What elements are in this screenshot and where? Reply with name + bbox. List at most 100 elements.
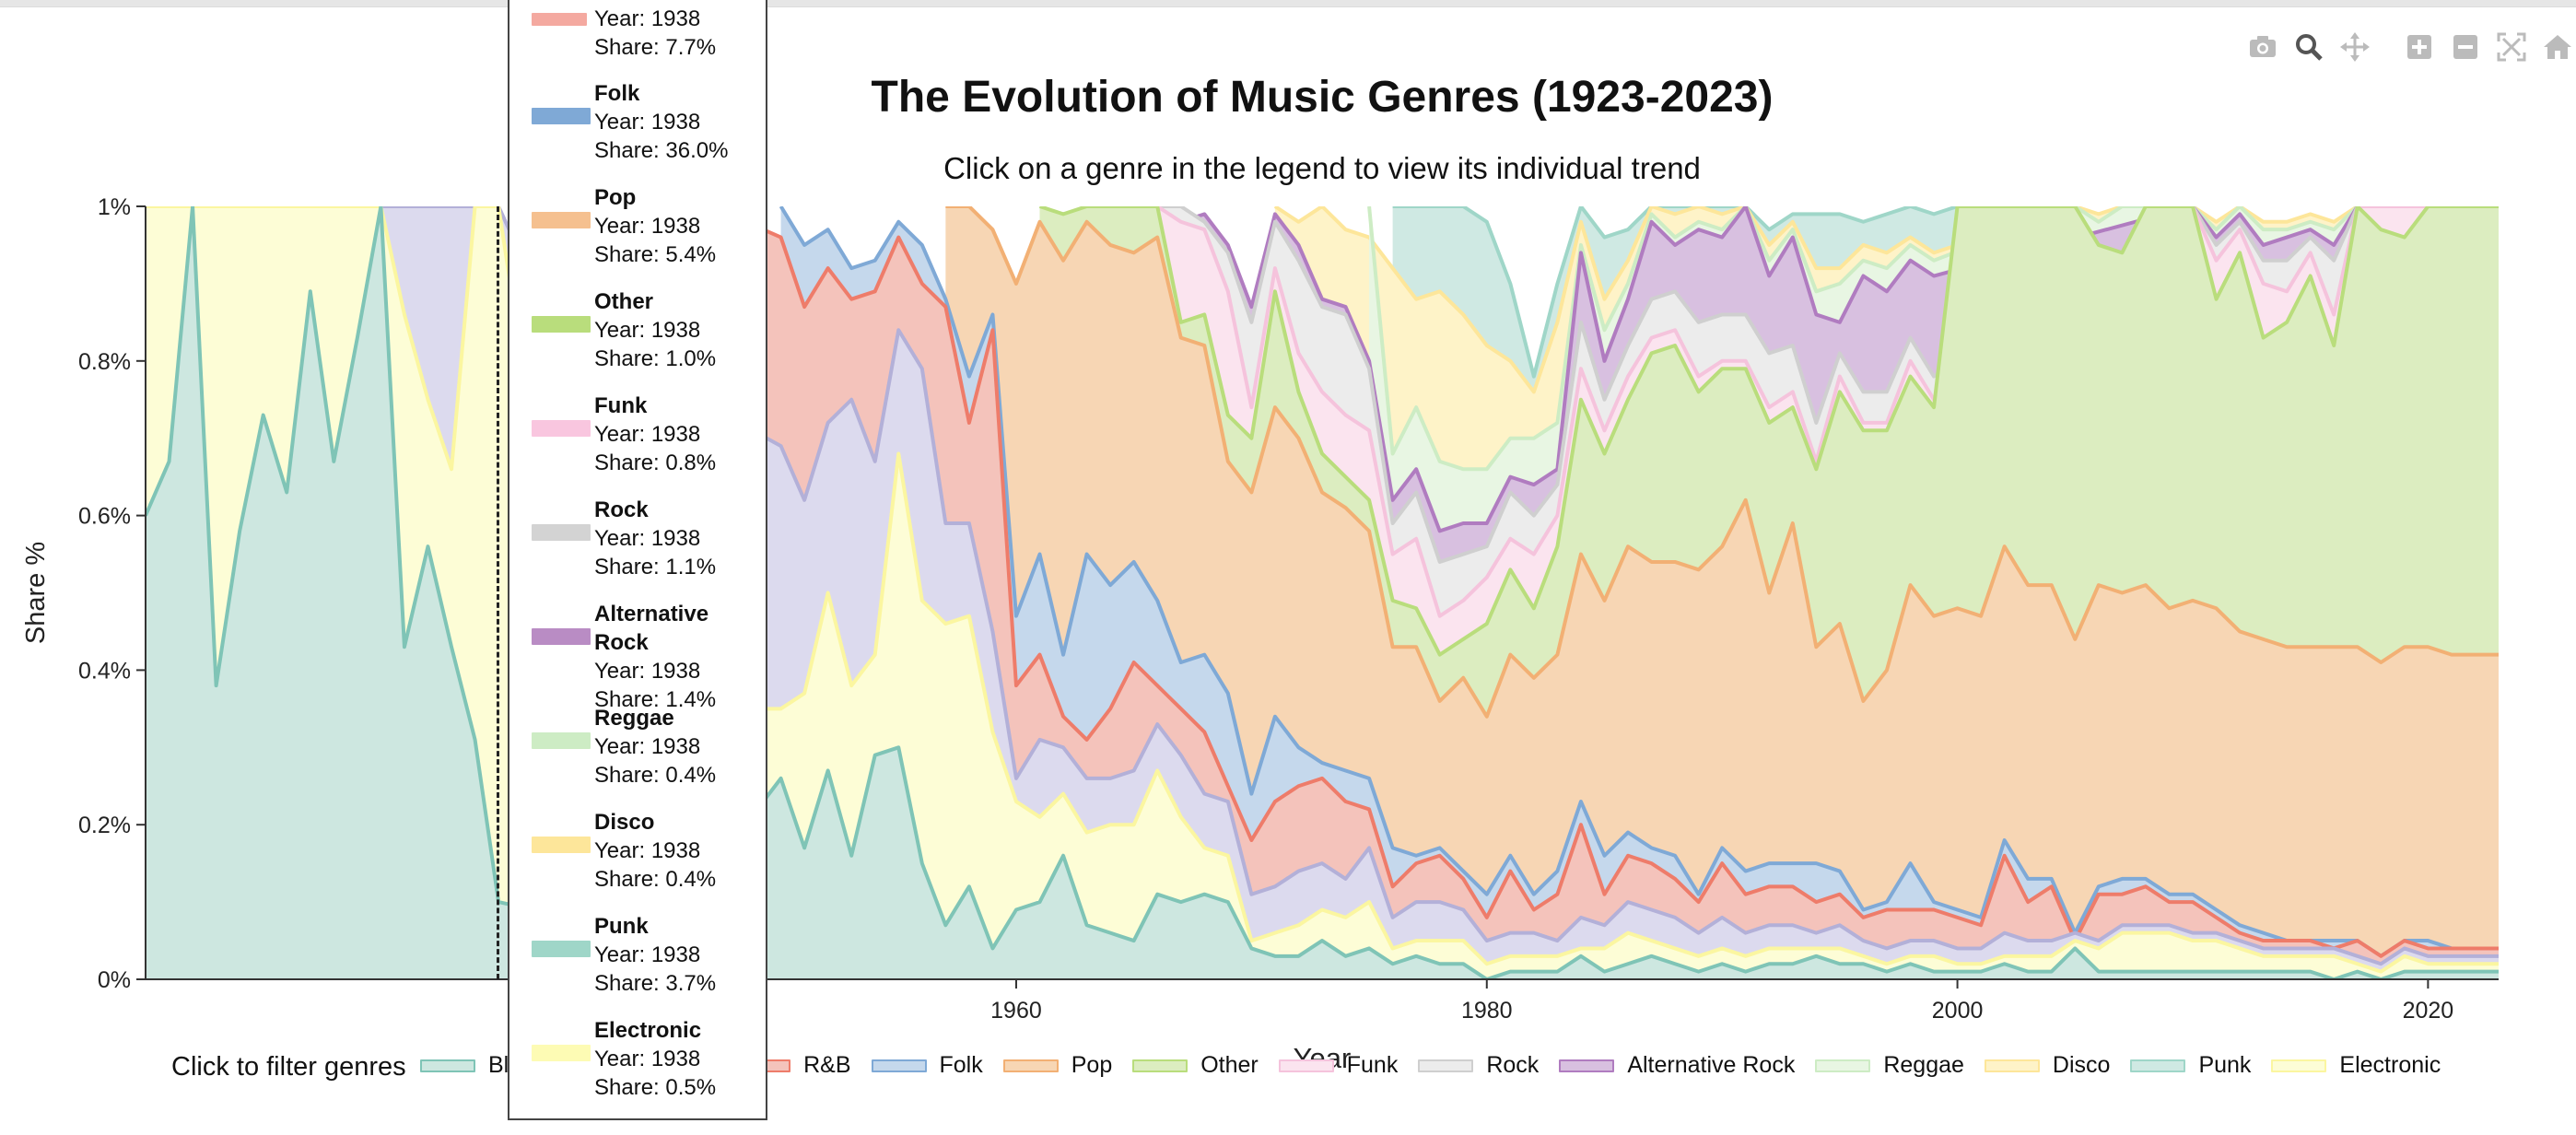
- line-punk: [1392, 206, 1959, 379]
- tooltip-swatch: [532, 732, 591, 749]
- chart-title: The Evolution of Music Genres (1923-2023…: [871, 73, 1774, 122]
- tooltip-year: Year: 1938: [594, 942, 701, 967]
- legend-label: Disco: [2052, 1052, 2111, 1078]
- line-funk: [1156, 206, 2429, 618]
- pan-icon: [2340, 32, 2370, 62]
- tooltip-genre-name: Other: [594, 289, 654, 314]
- line-other: [1038, 206, 2499, 657]
- tooltip-swatch: [532, 108, 591, 124]
- line-pop: [945, 206, 2499, 719]
- zoom-in-icon: [2407, 35, 2431, 59]
- line-r-b: [709, 206, 2499, 958]
- zoom-in-button[interactable]: [2401, 29, 2438, 65]
- camera-button[interactable]: [2244, 29, 2281, 65]
- legend-label: Pop: [1071, 1052, 1113, 1078]
- tooltip-entry: Rock Year: 1938 Share: 1.1%: [521, 483, 766, 587]
- tooltip-share: Share: 5.4%: [594, 242, 717, 267]
- legend-swatch: [1559, 1059, 1615, 1072]
- chart-modebar: [2244, 26, 2576, 68]
- tooltip-swatch: [532, 941, 591, 957]
- x-tick-label: 1960: [990, 998, 1042, 1024]
- tooltip-year: Year: 1938: [594, 734, 701, 759]
- tooltip-share: Share: 3.7%: [594, 971, 717, 996]
- tooltip-share: Share: 1.1%: [594, 555, 717, 579]
- line-disco: [1273, 206, 2359, 394]
- zoom-out-button[interactable]: [2447, 29, 2484, 65]
- tooltip-swatch: [532, 524, 591, 541]
- legend-swatch: [420, 1059, 475, 1072]
- legend-swatch: [1984, 1059, 2040, 1072]
- tooltip-genre-name: Folk: [594, 81, 640, 106]
- tooltip-share: Share: 1.0%: [594, 346, 717, 371]
- tooltip-swatch: [532, 316, 591, 333]
- legend-swatch: [2271, 1059, 2327, 1072]
- legend-title: Click to filter genres: [171, 1052, 406, 1082]
- tooltip-entry: Funk Year: 1938 Share: 0.8%: [521, 379, 766, 483]
- zoom-icon: [2296, 34, 2323, 61]
- tooltip-year: Year: 1938: [594, 110, 701, 135]
- tooltip-year: Year: 1938: [594, 422, 701, 447]
- tooltip-genre-name: Funk: [594, 393, 648, 418]
- tooltip-entry: Pop Year: 1938 Share: 5.4%: [521, 170, 766, 275]
- legend-item-folk[interactable]: Folk: [871, 1052, 983, 1079]
- zoom-button[interactable]: [2290, 29, 2327, 65]
- autoscale-icon: [2497, 32, 2526, 62]
- tooltip-year: Year: 1938: [594, 838, 701, 863]
- tooltip-year: Year: 1938: [594, 6, 701, 31]
- legend-item-electronic[interactable]: Electronic: [2271, 1052, 2441, 1079]
- tooltip-swatch: [532, 13, 587, 26]
- legend-label: Other: [1200, 1052, 1259, 1078]
- legend-item-funk[interactable]: Funk: [1278, 1052, 1398, 1079]
- chart-subtitle: Click on a genre in the legend to view i…: [943, 151, 1701, 185]
- tooltip-swatch: [532, 1045, 591, 1061]
- browser-top-edge: [0, 0, 2576, 7]
- x-tick-label: 2020: [2403, 998, 2454, 1024]
- y-axis-title: Share %: [21, 542, 51, 644]
- legend-swatch: [1278, 1059, 1334, 1072]
- y-tick-label: 0.4%: [78, 658, 131, 684]
- tooltip-share: Share: 1.4%: [594, 687, 717, 712]
- tooltip-genre-name: Electronic: [594, 1018, 702, 1043]
- home-button[interactable]: [2539, 29, 2576, 65]
- legend-item-alternative-rock[interactable]: Alternative Rock: [1559, 1052, 1795, 1079]
- tooltip-share: Share: 0.5%: [594, 1075, 717, 1100]
- legend-swatch: [1132, 1059, 1188, 1072]
- tooltip-genre-name: Pop: [594, 185, 637, 210]
- legend-item-rock[interactable]: Rock: [1418, 1052, 1539, 1079]
- y-tick-label: 0%: [98, 967, 131, 993]
- tooltip-genre-name: Punk: [594, 914, 649, 939]
- autoscale-button[interactable]: [2493, 29, 2530, 65]
- tooltip-swatch: [532, 212, 591, 228]
- legend-label: Rock: [1486, 1052, 1540, 1078]
- tooltip-year: Year: 1938: [594, 526, 701, 551]
- tooltip-entry: Punk Year: 1938 Share: 3.7%: [521, 899, 766, 1003]
- tooltip-entry-partial: Year: 1938 Share: 7.7%: [521, 0, 766, 66]
- y-tick-label: 0.8%: [78, 349, 131, 375]
- tooltip-entry: Alternative Rock Year: 1938 Share: 1.4%: [521, 587, 766, 712]
- pan-button[interactable]: [2336, 29, 2373, 65]
- y-tick-label: 0.2%: [78, 813, 131, 838]
- tooltip-entry: Other Year: 1938 Share: 1.0%: [521, 275, 766, 379]
- tooltip-genre-name: Disco: [594, 810, 655, 835]
- tooltip-share: Share: 0.4%: [594, 763, 717, 788]
- legend-item-reggae[interactable]: Reggae: [1815, 1052, 1964, 1079]
- tooltip-year: Year: 1938: [594, 1047, 701, 1071]
- tooltip-year: Year: 1938: [594, 318, 701, 343]
- legend-label: Reggae: [1883, 1052, 1964, 1078]
- legend-item-disco[interactable]: Disco: [1984, 1052, 2111, 1079]
- tooltip-share: Share: 36.0%: [594, 138, 729, 163]
- legend-label: Alternative Rock: [1627, 1052, 1796, 1078]
- legend-item-pop[interactable]: Pop: [1002, 1052, 1113, 1079]
- legend-swatch: [1418, 1059, 1474, 1072]
- legend-swatch: [1815, 1059, 1871, 1072]
- tooltip-genre-name: Rock: [594, 497, 649, 522]
- legend-item-other[interactable]: Other: [1132, 1052, 1259, 1079]
- tooltip-entry: Disco Year: 1938 Share: 0.4%: [521, 795, 766, 899]
- tooltip-entry: Reggae Year: 1938 Share: 0.4%: [521, 691, 766, 795]
- legend-label: Folk: [939, 1052, 983, 1078]
- tooltip-genre-name: Alternative Rock: [594, 602, 709, 655]
- legend-swatch: [2130, 1059, 2186, 1072]
- area-blues[interactable]: [146, 206, 2499, 979]
- legend-item-punk[interactable]: Punk: [2130, 1052, 2251, 1079]
- tooltip-share: Share: 0.4%: [594, 867, 717, 892]
